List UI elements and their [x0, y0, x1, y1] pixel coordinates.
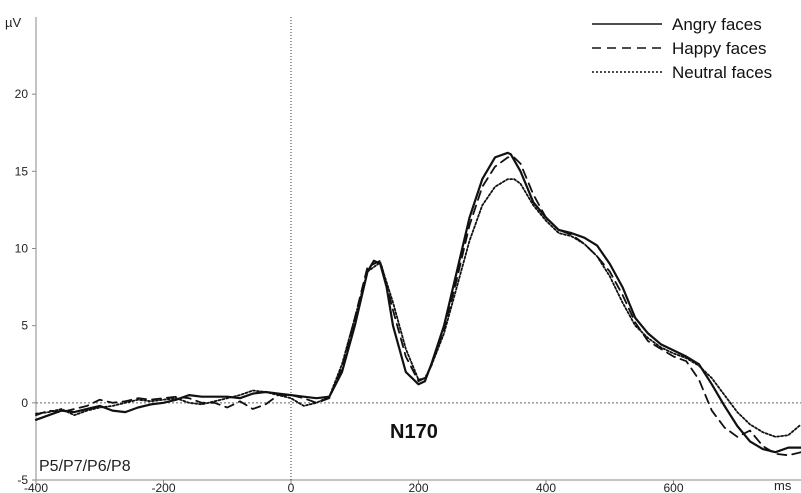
x-tick-label: 200 — [408, 481, 428, 493]
x-tick-label: -400 — [24, 481, 48, 493]
y-tick-label: 15 — [15, 164, 29, 178]
y-tick-label: 10 — [15, 242, 29, 256]
x-tick-label: -200 — [151, 481, 175, 493]
y-tick-label: -5 — [17, 473, 28, 487]
y-tick-label: 0 — [21, 396, 28, 410]
series-line-happy — [35, 156, 801, 457]
y-tick-label: 5 — [21, 319, 28, 333]
legend-label-happy: Happy faces — [672, 39, 767, 58]
series-line-neutral — [35, 178, 801, 438]
x-tick-label: 600 — [663, 481, 683, 493]
legend-label-angry: Angry faces — [672, 15, 762, 34]
series-line-angry — [34, 151, 801, 454]
axes — [35, 17, 801, 481]
legend: Angry faces Happy faces Neutral faces — [592, 15, 772, 82]
x-tick-label: 400 — [536, 481, 556, 493]
x-tick-label: 0 — [288, 481, 295, 493]
electrode-label: P5/P7/P6/P8 — [39, 458, 131, 475]
n170-annotation: N170 — [390, 421, 438, 443]
x-unit-label: ms — [774, 478, 792, 493]
legend-label-neutral: Neutral faces — [672, 63, 772, 82]
series-lines — [34, 151, 801, 457]
tick-labels: -5 0 5 10 15 20 -400 -200 0 200 400 600 — [15, 87, 684, 493]
y-unit-label: µV — [5, 15, 21, 30]
y-tick-label: 20 — [15, 87, 29, 101]
